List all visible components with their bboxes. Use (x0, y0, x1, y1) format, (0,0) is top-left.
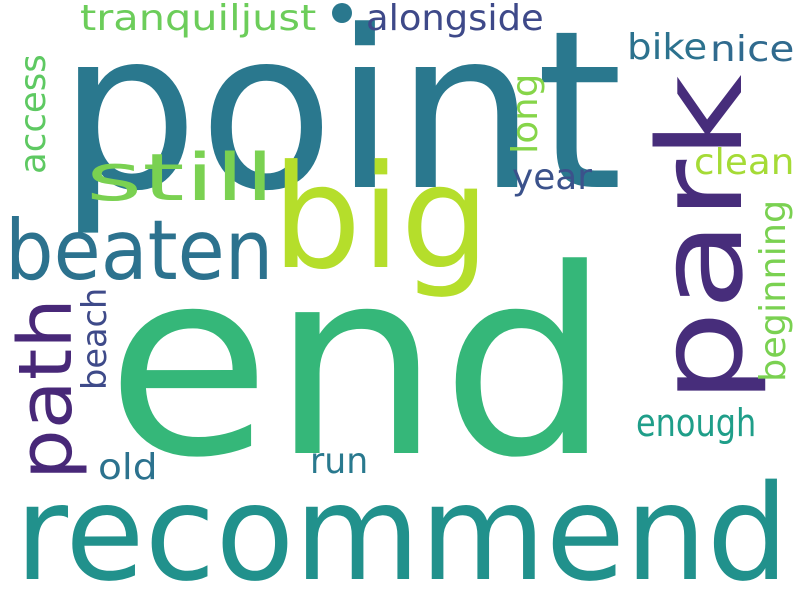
decorative-dot (332, 3, 352, 23)
word-still: still (86, 141, 275, 216)
word-clean: clean (694, 142, 795, 183)
word-beaten: beaten (5, 202, 274, 299)
word-path: path (3, 298, 89, 480)
word-end: end (106, 214, 612, 514)
word-old: old (98, 447, 158, 488)
word-beach: beach (75, 287, 114, 390)
word-year: year (512, 157, 592, 198)
word-park: park (634, 74, 769, 404)
word-recommend: recommend (15, 457, 789, 600)
word-run: run (310, 441, 369, 482)
word-bike: bike (627, 27, 708, 68)
word-beginning: beginning (753, 199, 794, 382)
word-alongside: alongside (366, 0, 544, 39)
word-enough: enough (636, 401, 757, 445)
word-long: long (505, 73, 546, 154)
word-nice: nice (710, 29, 795, 70)
word-tranquiljust: tranquiljust (80, 0, 317, 39)
word-point: point (58, 0, 623, 239)
word-big: big (272, 134, 490, 301)
word-access: access (13, 54, 54, 174)
